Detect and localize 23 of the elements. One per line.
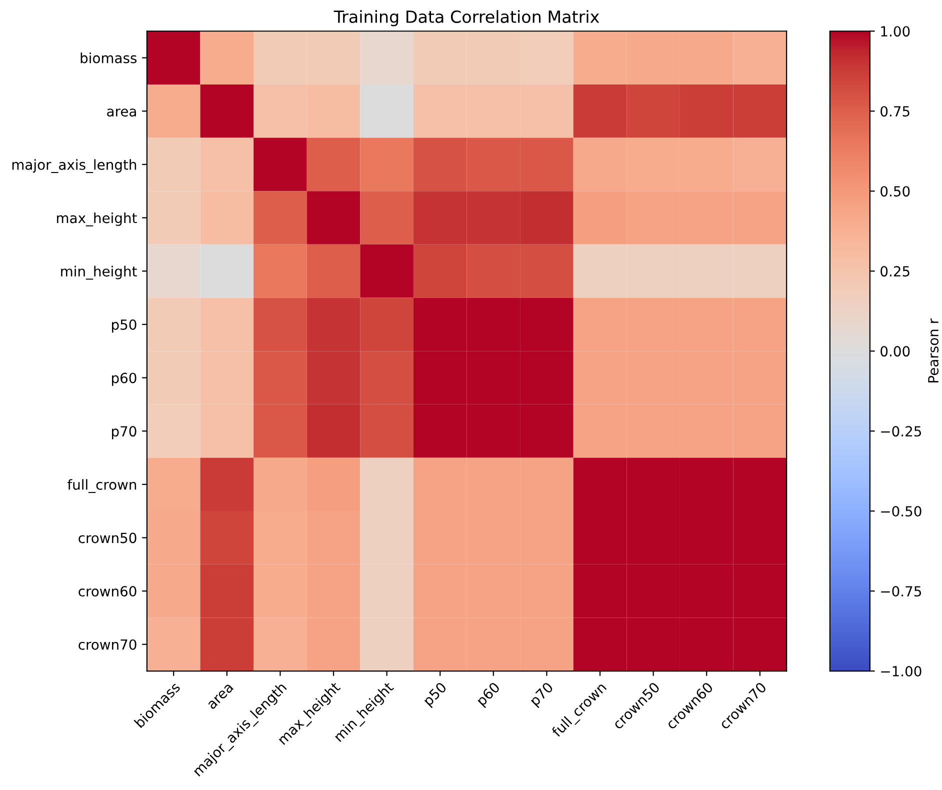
- y-tick-label: p60: [112, 372, 136, 386]
- y-tick-label: min_height: [61, 266, 137, 280]
- y-tick-label: area: [107, 108, 136, 117]
- y-tick-label: crown60: [78, 586, 136, 597]
- color-bar-label: −0.75: [881, 586, 922, 597]
- y-tick-label: full_crown: [68, 479, 136, 493]
- color-bar-label: 0.25: [880, 266, 910, 277]
- color-bar-label: 1.00: [881, 26, 910, 37]
- color-bar-label: −1.00: [881, 666, 922, 676]
- color-bar-label: 0.75: [880, 106, 910, 117]
- y-tick-label: crown70: [78, 639, 136, 650]
- y-tick-label: p50: [112, 319, 136, 333]
- y-tick-label: p70: [112, 426, 136, 440]
- y-tick-label: major_axis_length: [12, 159, 136, 173]
- color-bar-label: 0.00: [880, 346, 910, 357]
- chart-title: Training Data Correlation Matrix: [334, 10, 600, 26]
- y-tick-label: max_height: [57, 212, 137, 226]
- y-tick-label: biomass: [80, 52, 137, 64]
- y-tick-label: crown50: [78, 532, 136, 544]
- color-bar-label: −0.25: [881, 426, 922, 437]
- color-bar-title: Pearson r: [928, 318, 939, 382]
- color-bar-label: −0.50: [881, 506, 922, 517]
- color-bar-label: 0.50: [880, 186, 910, 197]
